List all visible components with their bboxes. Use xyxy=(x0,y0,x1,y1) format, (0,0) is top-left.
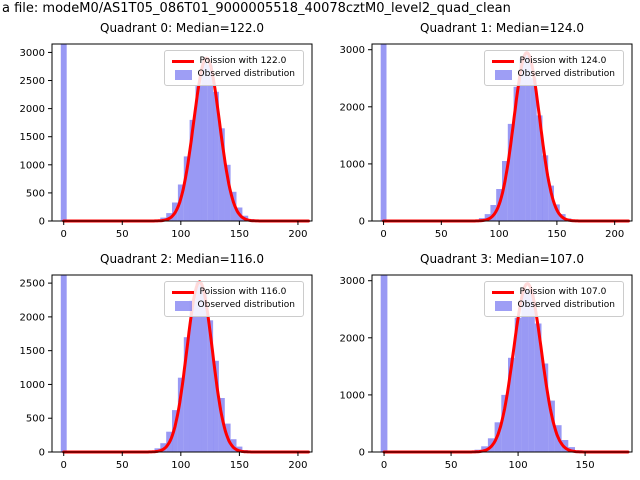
quadrant-3-chart: Quadrant 3: Median=107.0 0 50 100 150 0 1000 2… xyxy=(320,249,640,480)
svg-text:0: 0 xyxy=(359,217,365,228)
poisson-line-swatch xyxy=(491,60,514,63)
svg-text:1000: 1000 xyxy=(20,380,45,391)
legend-label-poisson: Poission with 107.0 xyxy=(519,287,607,297)
quadrant-1-chart: Quadrant 1: Median=124.0 0 50 100 150 200 0 10… xyxy=(320,18,640,249)
quadrant-3-plot: 0 50 100 150 0 1000 2000 3000 xyxy=(340,274,633,471)
quadrant-0-chart: Quadrant 0: Median=122.0 0 50 100 150 200 0 50… xyxy=(0,18,320,249)
svg-text:50: 50 xyxy=(435,229,448,240)
figure-title: a file: modeM0/AS1T05_086T01_9000005518_… xyxy=(2,1,511,16)
svg-text:150: 150 xyxy=(230,460,249,471)
subplot-title: Quadrant 1: Median=124.0 xyxy=(420,21,584,35)
subplot-grid: Quadrant 0: Median=122.0 0 50 100 150 200 0 50… xyxy=(0,18,640,480)
legend: Poission with 124.0 Observed distributio… xyxy=(483,50,624,86)
legend-entry-observed: Observed distribution xyxy=(492,299,615,312)
histogram-patch-swatch xyxy=(174,300,192,311)
svg-text:1500: 1500 xyxy=(20,346,45,357)
legend-label-poisson: Poission with 116.0 xyxy=(199,287,287,297)
legend-entry-poisson: Poission with 122.0 xyxy=(171,55,295,68)
svg-text:200: 200 xyxy=(288,229,307,240)
legend-entry-poisson: Poission with 107.0 xyxy=(491,286,615,299)
poisson-line-swatch xyxy=(171,60,194,63)
svg-text:100: 100 xyxy=(171,460,190,471)
svg-text:0: 0 xyxy=(39,448,45,459)
svg-text:1000: 1000 xyxy=(340,390,365,401)
legend: Poission with 122.0 Observed distributio… xyxy=(163,50,304,86)
legend-label-observed: Observed distribution xyxy=(197,300,295,310)
svg-text:500: 500 xyxy=(26,414,45,425)
histogram-patch-swatch xyxy=(494,300,512,311)
histogram-patch-swatch xyxy=(494,69,512,80)
legend-label-observed: Observed distribution xyxy=(517,69,615,79)
legend-entry-observed: Observed distribution xyxy=(492,68,615,81)
svg-text:3000: 3000 xyxy=(20,48,45,59)
histogram-patch-swatch xyxy=(174,69,192,80)
svg-text:2000: 2000 xyxy=(20,104,45,115)
subplot-title: Quadrant 0: Median=122.0 xyxy=(100,21,264,35)
legend-label-poisson: Poission with 124.0 xyxy=(519,56,607,66)
svg-text:0: 0 xyxy=(359,448,365,459)
svg-text:100: 100 xyxy=(509,460,528,471)
svg-text:100: 100 xyxy=(490,229,509,240)
poisson-line-swatch xyxy=(491,291,514,294)
svg-text:2500: 2500 xyxy=(20,76,45,87)
legend-entry-poisson: Poission with 124.0 xyxy=(491,55,615,68)
svg-text:1500: 1500 xyxy=(20,132,45,143)
legend: Poission with 107.0 Observed distributio… xyxy=(483,281,624,317)
svg-text:2000: 2000 xyxy=(20,312,45,323)
svg-text:50: 50 xyxy=(116,460,129,471)
legend-entry-poisson: Poission with 116.0 xyxy=(171,286,295,299)
svg-text:0: 0 xyxy=(381,460,387,471)
svg-text:50: 50 xyxy=(116,229,129,240)
svg-text:500: 500 xyxy=(26,188,45,199)
svg-text:100: 100 xyxy=(171,229,190,240)
svg-text:2500: 2500 xyxy=(20,279,45,290)
svg-text:0: 0 xyxy=(39,217,45,228)
svg-text:3000: 3000 xyxy=(340,45,365,56)
legend-entry-observed: Observed distribution xyxy=(172,299,295,312)
svg-text:3000: 3000 xyxy=(340,276,365,287)
legend-label-observed: Observed distribution xyxy=(197,69,295,79)
legend-label-poisson: Poission with 122.0 xyxy=(199,56,287,66)
quadrant-2-chart: Quadrant 2: Median=116.0 0 50 100 150 200 0 50… xyxy=(0,249,320,480)
svg-text:1000: 1000 xyxy=(340,159,365,170)
legend-entry-observed: Observed distribution xyxy=(172,68,295,81)
svg-text:0: 0 xyxy=(61,229,67,240)
svg-text:150: 150 xyxy=(547,229,566,240)
svg-text:50: 50 xyxy=(445,460,458,471)
subplot-title: Quadrant 2: Median=116.0 xyxy=(100,252,264,266)
svg-text:150: 150 xyxy=(230,229,249,240)
legend-label-observed: Observed distribution xyxy=(517,300,615,310)
svg-text:150: 150 xyxy=(576,460,595,471)
svg-text:0: 0 xyxy=(61,460,67,471)
subplot-title: Quadrant 3: Median=107.0 xyxy=(420,252,584,266)
svg-text:200: 200 xyxy=(288,460,307,471)
svg-text:200: 200 xyxy=(605,229,624,240)
svg-text:1000: 1000 xyxy=(20,160,45,171)
svg-text:2000: 2000 xyxy=(340,333,365,344)
svg-text:2000: 2000 xyxy=(340,102,365,113)
legend: Poission with 116.0 Observed distributio… xyxy=(163,281,304,317)
poisson-line-swatch xyxy=(171,291,194,294)
svg-text:0: 0 xyxy=(380,229,386,240)
